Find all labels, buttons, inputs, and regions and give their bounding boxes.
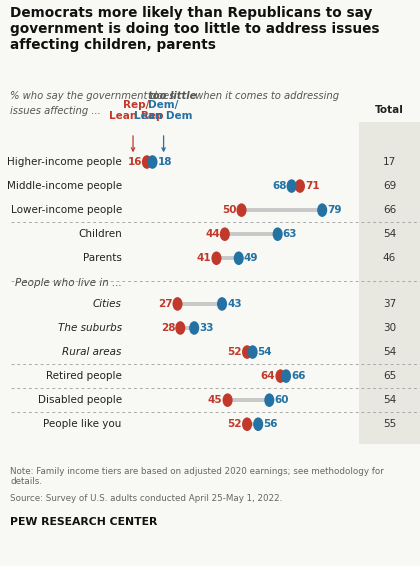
Text: 28: 28 bbox=[161, 323, 175, 333]
Text: Cities: Cities bbox=[93, 299, 122, 309]
Text: 27: 27 bbox=[158, 299, 173, 309]
Text: 43: 43 bbox=[227, 299, 242, 309]
Text: 16: 16 bbox=[127, 157, 142, 167]
Text: 68: 68 bbox=[272, 181, 286, 191]
Text: Rural areas: Rural areas bbox=[63, 347, 122, 357]
Text: PEW RESEARCH CENTER: PEW RESEARCH CENTER bbox=[10, 517, 158, 527]
Text: 66: 66 bbox=[291, 371, 306, 381]
Text: 60: 60 bbox=[274, 395, 289, 405]
Text: The suburbs: The suburbs bbox=[58, 323, 122, 333]
Text: too little: too little bbox=[148, 91, 197, 101]
Text: Note: Family income tiers are based on adjusted 2020 earnings; see methodology f: Note: Family income tiers are based on a… bbox=[10, 467, 384, 486]
Text: 50: 50 bbox=[222, 205, 236, 215]
Text: 17: 17 bbox=[383, 157, 396, 167]
Text: 54: 54 bbox=[383, 229, 396, 239]
Text: issues affecting ...: issues affecting ... bbox=[10, 106, 101, 117]
Text: Children: Children bbox=[78, 229, 122, 239]
Text: 79: 79 bbox=[327, 205, 342, 215]
Text: 18: 18 bbox=[158, 157, 172, 167]
Text: 63: 63 bbox=[283, 229, 297, 239]
Text: 45: 45 bbox=[208, 395, 223, 405]
Text: Rep/
Lean Rep: Rep/ Lean Rep bbox=[109, 100, 164, 121]
Text: Total: Total bbox=[375, 105, 404, 115]
Text: People like you: People like you bbox=[43, 419, 122, 429]
Text: Higher-income people: Higher-income people bbox=[7, 157, 122, 167]
Text: Source: Survey of U.S. adults conducted April 25-May 1, 2022.: Source: Survey of U.S. adults conducted … bbox=[10, 494, 283, 503]
Text: 56: 56 bbox=[263, 419, 278, 429]
Text: Dem/
Lean Dem: Dem/ Lean Dem bbox=[134, 100, 193, 121]
Text: 65: 65 bbox=[383, 371, 396, 381]
Text: 55: 55 bbox=[383, 419, 396, 429]
Text: 44: 44 bbox=[205, 229, 220, 239]
Text: 46: 46 bbox=[383, 253, 396, 263]
Text: 71: 71 bbox=[305, 181, 320, 191]
Text: when it comes to addressing: when it comes to addressing bbox=[192, 91, 339, 101]
Text: 41: 41 bbox=[197, 253, 211, 263]
Text: 52: 52 bbox=[228, 347, 242, 357]
Text: 69: 69 bbox=[383, 181, 396, 191]
Text: 37: 37 bbox=[383, 299, 396, 309]
Text: 33: 33 bbox=[199, 323, 214, 333]
Text: 49: 49 bbox=[244, 253, 258, 263]
Text: 52: 52 bbox=[228, 419, 242, 429]
Text: 64: 64 bbox=[261, 371, 276, 381]
Text: % who say the government does: % who say the government does bbox=[10, 91, 178, 101]
Text: People who live in ...: People who live in ... bbox=[15, 278, 122, 289]
Text: 66: 66 bbox=[383, 205, 396, 215]
Text: Democrats more likely than Republicans to say government is doing too little to : Democrats more likely than Republicans t… bbox=[10, 6, 380, 52]
Text: Disabled people: Disabled people bbox=[38, 395, 122, 405]
Text: 54: 54 bbox=[383, 395, 396, 405]
Text: 30: 30 bbox=[383, 323, 396, 333]
Text: Parents: Parents bbox=[83, 253, 122, 263]
Text: Retired people: Retired people bbox=[46, 371, 122, 381]
Text: 54: 54 bbox=[258, 347, 272, 357]
Text: Middle-income people: Middle-income people bbox=[7, 181, 122, 191]
Text: Lower-income people: Lower-income people bbox=[10, 205, 122, 215]
Text: 54: 54 bbox=[383, 347, 396, 357]
